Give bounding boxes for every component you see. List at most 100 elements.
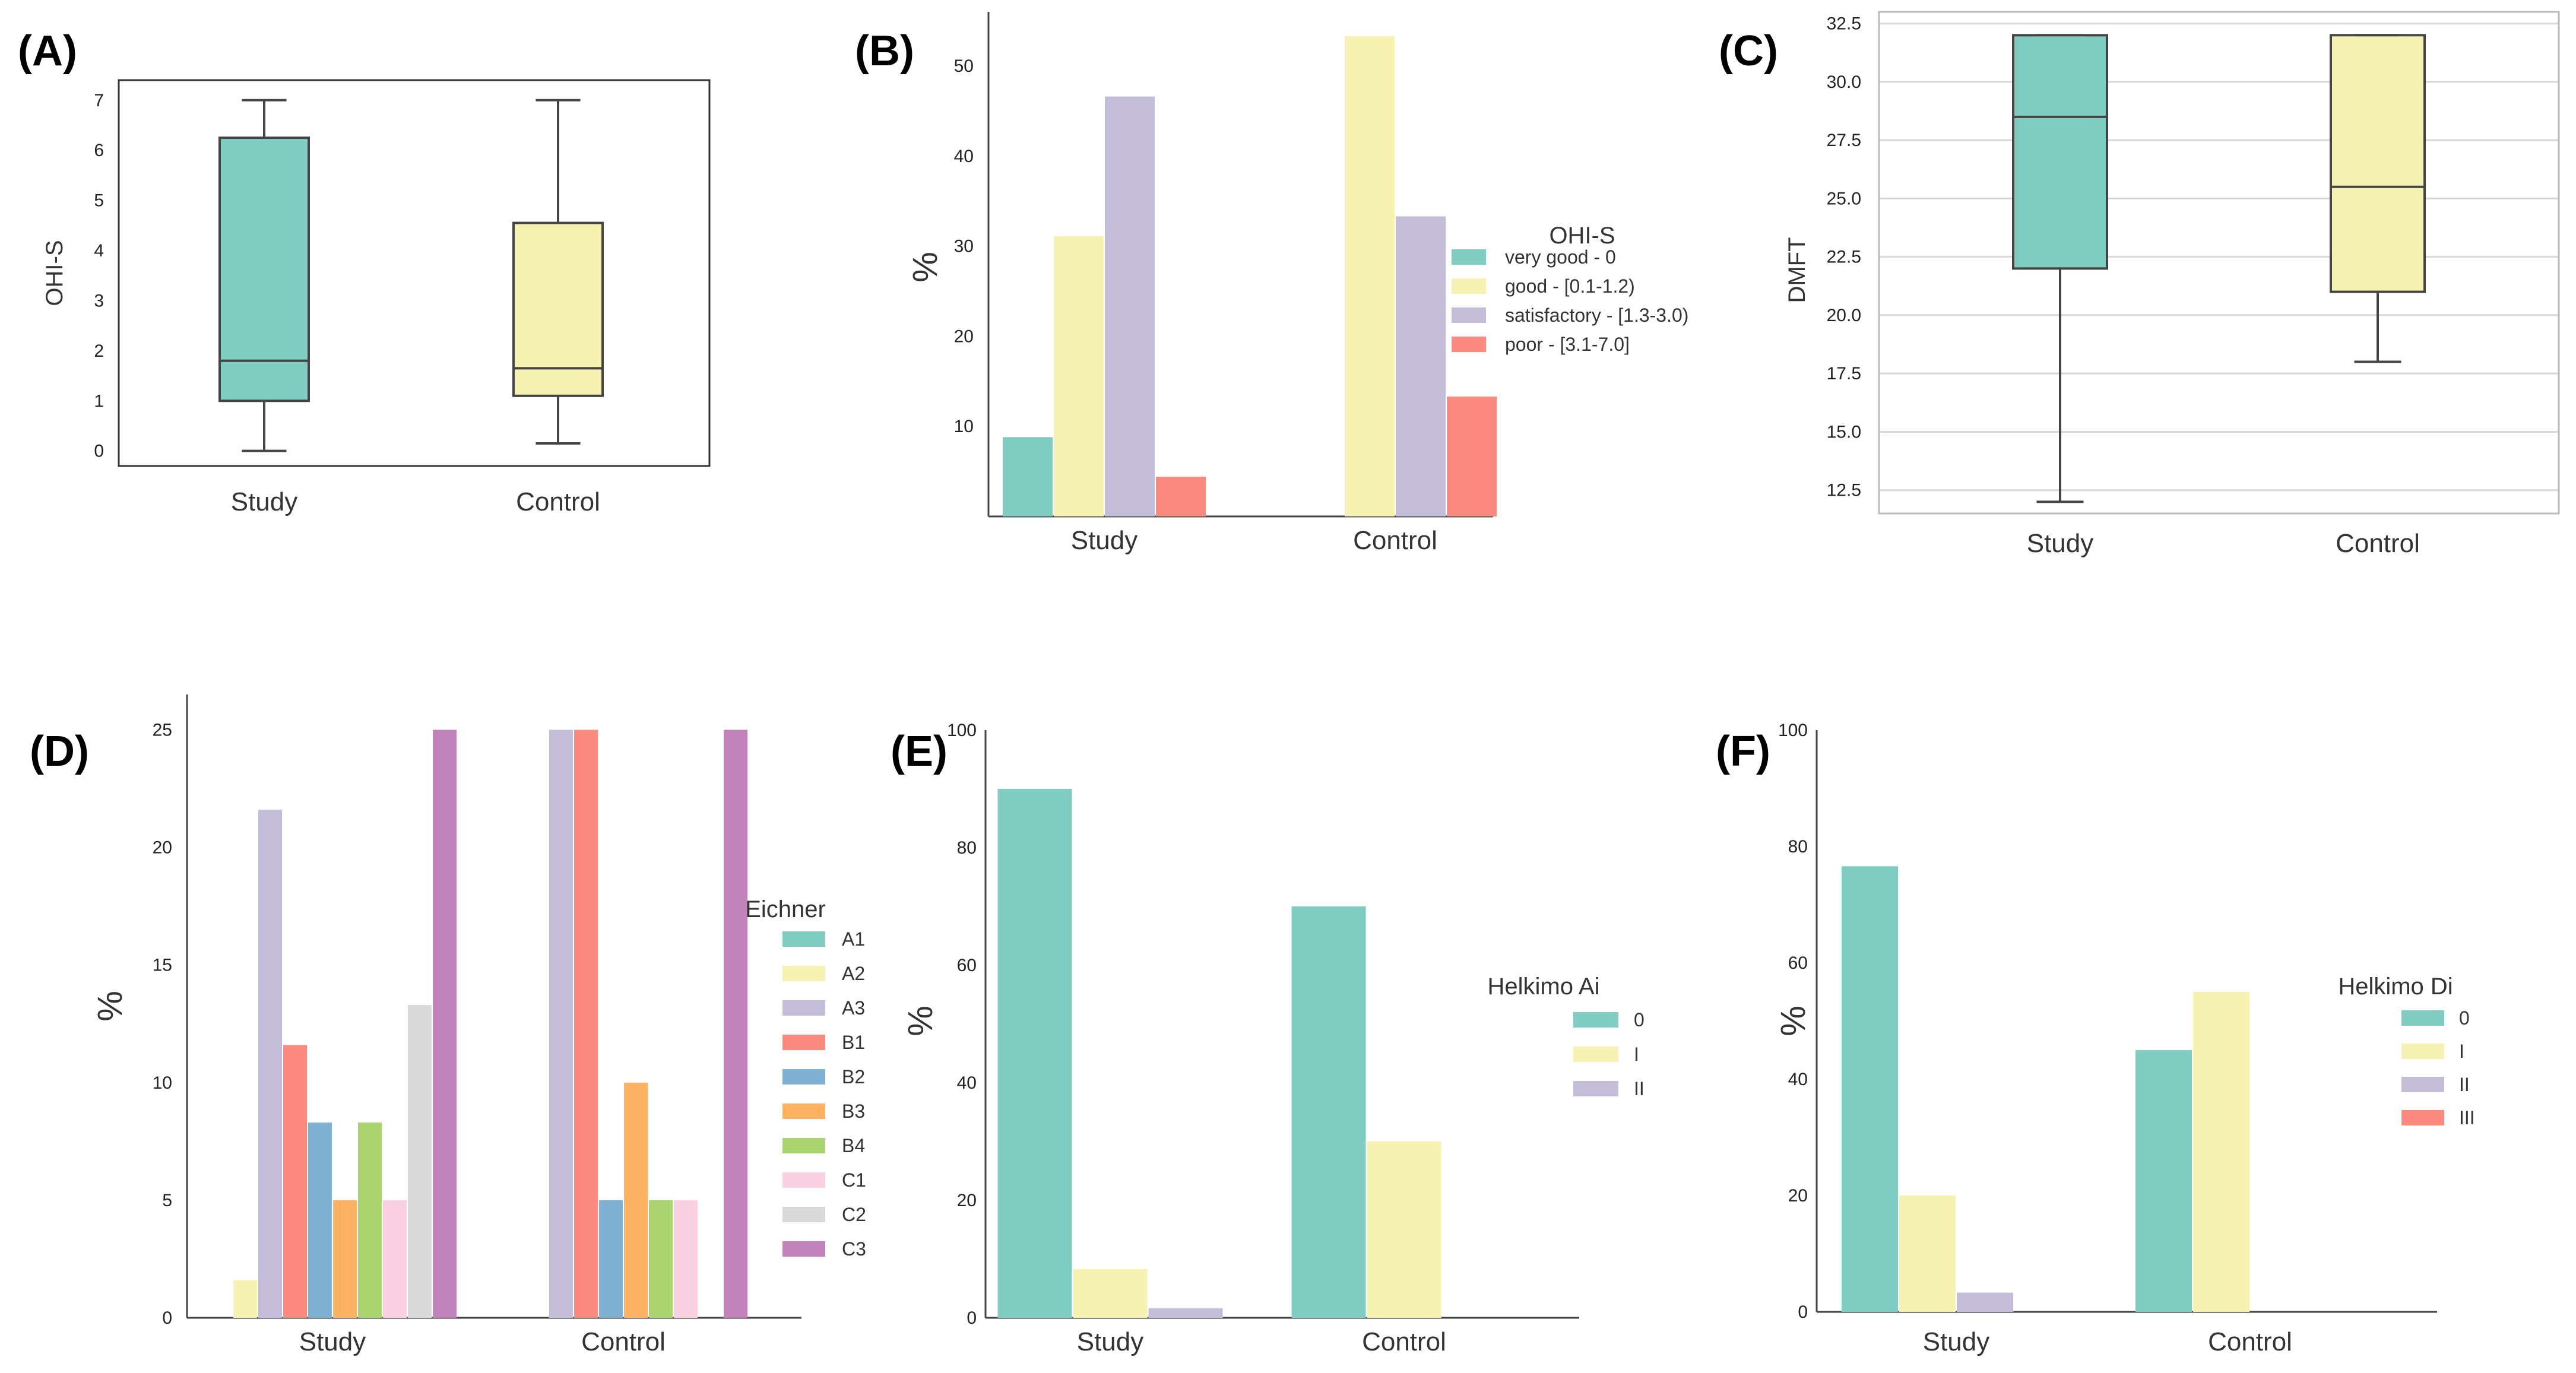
x-category-label: Control bbox=[1362, 1327, 1446, 1356]
y-tick-label: 7 bbox=[94, 91, 104, 110]
legend-swatch bbox=[1452, 337, 1486, 352]
legend-entry: II bbox=[1634, 1078, 1645, 1099]
bar-i-study bbox=[1073, 1269, 1148, 1318]
x-category-label: Study bbox=[1923, 1327, 1990, 1356]
panel-label: (A) bbox=[18, 27, 77, 75]
bar-a2-study bbox=[233, 1280, 257, 1318]
box-study bbox=[2012, 34, 2108, 503]
bar-0-control bbox=[1291, 906, 1366, 1318]
legend-entry: very good - 0 bbox=[1505, 246, 1616, 268]
y-tick-label: 3 bbox=[94, 291, 104, 310]
y-tick-label: 32.5 bbox=[1827, 14, 1861, 34]
y-tick-label: 20 bbox=[1788, 1186, 1808, 1206]
box-control bbox=[512, 99, 604, 445]
y-tick-label: 25 bbox=[153, 720, 172, 740]
bar-b3-study bbox=[333, 1200, 357, 1318]
bar-c2-study bbox=[408, 1005, 432, 1318]
y-tick-label: 40 bbox=[954, 147, 974, 166]
legend-entry: I bbox=[2459, 1041, 2464, 1062]
bar-satisfactory-1-3-3-0--control bbox=[1396, 216, 1446, 516]
y-axis-label: % bbox=[91, 991, 129, 1022]
y-tick-label: 27.5 bbox=[1827, 131, 1861, 150]
bar-good-0-1-1-2--study bbox=[1054, 236, 1104, 516]
panel-label: (C) bbox=[1719, 27, 1778, 75]
y-axis-label: % bbox=[1774, 1006, 1813, 1036]
box-iqr bbox=[2330, 34, 2426, 293]
legend-entry: B3 bbox=[842, 1101, 865, 1122]
y-axis-label: % bbox=[901, 1006, 940, 1036]
y-tick-label: 0 bbox=[162, 1308, 172, 1328]
y-tick-label: 5 bbox=[162, 1191, 172, 1210]
bar-b3-control bbox=[624, 1082, 648, 1318]
legend-swatch bbox=[782, 931, 825, 947]
legend-swatch bbox=[782, 1035, 825, 1050]
legend-entry: III bbox=[2459, 1107, 2475, 1128]
bar-i-study bbox=[1899, 1196, 1956, 1312]
chart-panel-f: (F) 0 20 40 60 80 100% Study Control Helkimo Di 0 I… bbox=[1716, 721, 2475, 1356]
legend-entry: 0 bbox=[1634, 1009, 1645, 1030]
box-control bbox=[2330, 34, 2426, 363]
bar-very-good-0-study bbox=[1003, 437, 1053, 516]
y-tick-label: 20 bbox=[957, 1191, 977, 1210]
y-tick-label: 6 bbox=[94, 141, 104, 160]
bar-c1-study bbox=[383, 1200, 407, 1318]
legend-entry: B2 bbox=[842, 1066, 865, 1087]
y-tick-label: 2 bbox=[94, 341, 104, 361]
bar-satisfactory-1-3-3-0--study bbox=[1105, 96, 1155, 516]
x-category-label: Control bbox=[1353, 526, 1437, 555]
y-tick-label: 25.0 bbox=[1827, 189, 1861, 208]
bar-good-0-1-1-2--control bbox=[1345, 36, 1395, 517]
box-study bbox=[218, 99, 310, 452]
legend-swatch bbox=[2401, 1110, 2444, 1125]
y-tick-label: 17.5 bbox=[1827, 364, 1861, 383]
y-tick-label: 10 bbox=[153, 1073, 172, 1093]
y-axis-label: % bbox=[906, 252, 945, 283]
legend-entry: C2 bbox=[842, 1204, 866, 1225]
x-category-label: Control bbox=[2208, 1327, 2292, 1356]
bar-poor-3-1-7-0--study bbox=[1156, 477, 1206, 516]
bar-i-control bbox=[1367, 1141, 1441, 1318]
panel-label: (E) bbox=[891, 728, 948, 775]
legend-entry: C3 bbox=[842, 1238, 866, 1260]
legend-swatch bbox=[782, 1000, 825, 1016]
legend-swatch bbox=[782, 1207, 825, 1222]
box-iqr bbox=[512, 221, 604, 397]
y-axis-label: DMFT bbox=[1784, 237, 1810, 303]
y-tick-label: 30.0 bbox=[1827, 72, 1861, 92]
bar-0-control bbox=[2135, 1050, 2192, 1312]
y-tick-label: 4 bbox=[94, 241, 104, 261]
panel-label: (D) bbox=[30, 728, 89, 775]
y-tick-label: 80 bbox=[957, 838, 977, 858]
plot-frame bbox=[118, 79, 711, 467]
bar-b4-control bbox=[649, 1200, 673, 1318]
legend-swatch bbox=[1573, 1081, 1618, 1096]
bar-i-control bbox=[2193, 992, 2249, 1312]
y-tick-label: 22.5 bbox=[1827, 248, 1861, 267]
legend-entry: satisfactory - [1.3-3.0) bbox=[1505, 305, 1688, 326]
legend-swatch bbox=[1573, 1012, 1618, 1028]
legend-swatch bbox=[782, 1172, 825, 1188]
legend-swatch bbox=[2401, 1010, 2444, 1026]
bar-poor-3-1-7-0--control bbox=[1447, 397, 1497, 516]
y-tick-label: 0 bbox=[967, 1308, 977, 1328]
legend-title: Eichner bbox=[745, 896, 826, 922]
y-tick-label: 60 bbox=[957, 956, 977, 975]
legend-swatch bbox=[782, 1138, 825, 1153]
legend-entry: A3 bbox=[842, 997, 865, 1019]
x-category-label: Control bbox=[581, 1327, 666, 1356]
y-tick-label: 30 bbox=[954, 237, 974, 256]
legend-swatch bbox=[782, 1104, 825, 1119]
legend: Eichner A1 A2 A3 B1 B2 B3 B4 C1 C2 C3 bbox=[745, 896, 866, 1260]
y-tick-label: 40 bbox=[1788, 1070, 1808, 1089]
legend-entry: B4 bbox=[842, 1135, 865, 1156]
bar-0-study bbox=[997, 789, 1072, 1318]
bar-c3-study bbox=[433, 730, 457, 1318]
box-iqr bbox=[218, 137, 310, 402]
legend-entry: C1 bbox=[842, 1169, 866, 1191]
y-tick-label: 100 bbox=[947, 721, 977, 740]
x-category-label: Study bbox=[1077, 1327, 1144, 1356]
chart-panel-c: (C) 12.5 15.0 17.5 20.0 22.5 25.0 27.5 30.0 32.5 D… bbox=[1719, 11, 2560, 558]
